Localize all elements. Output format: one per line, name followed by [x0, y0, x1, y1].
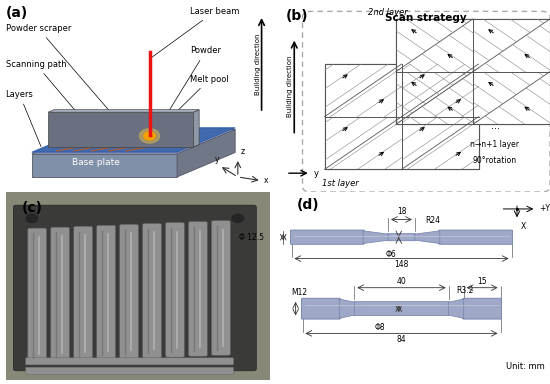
Text: 1st layer: 1st layer	[322, 179, 359, 188]
Text: 18: 18	[397, 207, 406, 216]
Text: Unit: mm: Unit: mm	[506, 362, 544, 371]
FancyBboxPatch shape	[74, 226, 92, 361]
Text: (a): (a)	[6, 6, 28, 20]
Polygon shape	[177, 129, 235, 177]
Polygon shape	[324, 117, 402, 169]
Text: y: y	[314, 169, 318, 178]
Text: 2nd layer: 2nd layer	[368, 8, 408, 17]
Polygon shape	[402, 64, 478, 117]
Polygon shape	[449, 299, 464, 318]
Polygon shape	[396, 19, 473, 71]
Polygon shape	[324, 117, 402, 169]
Circle shape	[232, 214, 244, 222]
Polygon shape	[396, 19, 550, 124]
Text: Φ 12.5: Φ 12.5	[239, 233, 264, 242]
Text: X: X	[521, 222, 526, 231]
Text: Base plate: Base plate	[72, 158, 120, 167]
Polygon shape	[396, 71, 473, 124]
Circle shape	[140, 129, 159, 143]
Text: Laser beam: Laser beam	[152, 7, 240, 57]
Polygon shape	[48, 112, 194, 147]
FancyBboxPatch shape	[166, 222, 184, 357]
Text: 90°rotation: 90°rotation	[473, 156, 517, 164]
Text: (c): (c)	[21, 202, 42, 215]
Text: Powder scraper: Powder scraper	[6, 24, 119, 122]
FancyBboxPatch shape	[51, 227, 69, 362]
Text: ...: ...	[491, 121, 499, 131]
Text: Scan strategy: Scan strategy	[386, 13, 467, 23]
Text: 148: 148	[394, 260, 409, 270]
FancyBboxPatch shape	[290, 230, 364, 244]
Text: Φ8: Φ8	[374, 323, 385, 332]
FancyBboxPatch shape	[354, 302, 449, 316]
FancyBboxPatch shape	[142, 223, 161, 358]
Text: Powder: Powder	[162, 46, 221, 123]
Polygon shape	[415, 231, 440, 243]
Polygon shape	[402, 117, 478, 169]
Text: y: y	[214, 155, 219, 164]
Polygon shape	[324, 64, 478, 169]
Text: Melt pool: Melt pool	[154, 74, 229, 134]
FancyBboxPatch shape	[301, 298, 340, 319]
Text: 84: 84	[397, 335, 406, 344]
Text: 15: 15	[477, 277, 487, 286]
FancyBboxPatch shape	[439, 230, 513, 244]
Polygon shape	[402, 64, 478, 117]
Text: Scanning path: Scanning path	[6, 60, 101, 141]
FancyBboxPatch shape	[189, 222, 207, 356]
Polygon shape	[48, 110, 199, 112]
Text: n→n+1 layer: n→n+1 layer	[470, 141, 520, 149]
Text: R3.2: R3.2	[456, 286, 474, 295]
Text: +Y: +Y	[539, 204, 550, 214]
Circle shape	[144, 132, 155, 140]
FancyBboxPatch shape	[25, 358, 234, 365]
Text: R24: R24	[425, 216, 440, 225]
Text: Building direction: Building direction	[287, 56, 293, 118]
FancyBboxPatch shape	[97, 225, 116, 360]
Text: Layers: Layers	[6, 89, 41, 147]
Polygon shape	[363, 231, 388, 243]
FancyBboxPatch shape	[28, 228, 47, 363]
Polygon shape	[324, 64, 402, 117]
Polygon shape	[396, 71, 473, 124]
Polygon shape	[473, 19, 550, 71]
Text: x: x	[264, 176, 269, 185]
Polygon shape	[396, 19, 473, 71]
Polygon shape	[473, 71, 550, 124]
FancyBboxPatch shape	[13, 205, 256, 371]
Text: (d): (d)	[297, 198, 320, 212]
Text: M12: M12	[292, 288, 307, 297]
FancyBboxPatch shape	[25, 367, 234, 374]
Polygon shape	[473, 71, 550, 124]
Polygon shape	[473, 19, 550, 71]
Polygon shape	[402, 117, 478, 169]
Text: (b): (b)	[286, 10, 309, 23]
Polygon shape	[32, 129, 235, 154]
Text: 40: 40	[397, 277, 406, 286]
FancyBboxPatch shape	[120, 224, 139, 359]
Text: Φ6: Φ6	[385, 250, 396, 258]
Text: z: z	[240, 147, 245, 156]
FancyBboxPatch shape	[212, 220, 230, 355]
Polygon shape	[32, 154, 177, 177]
Polygon shape	[32, 128, 235, 152]
Polygon shape	[194, 110, 199, 147]
FancyBboxPatch shape	[387, 233, 416, 241]
Text: Building direction: Building direction	[255, 33, 261, 95]
Circle shape	[26, 214, 38, 222]
FancyBboxPatch shape	[463, 298, 502, 319]
Polygon shape	[339, 299, 354, 318]
Polygon shape	[32, 128, 235, 152]
Polygon shape	[324, 64, 402, 117]
